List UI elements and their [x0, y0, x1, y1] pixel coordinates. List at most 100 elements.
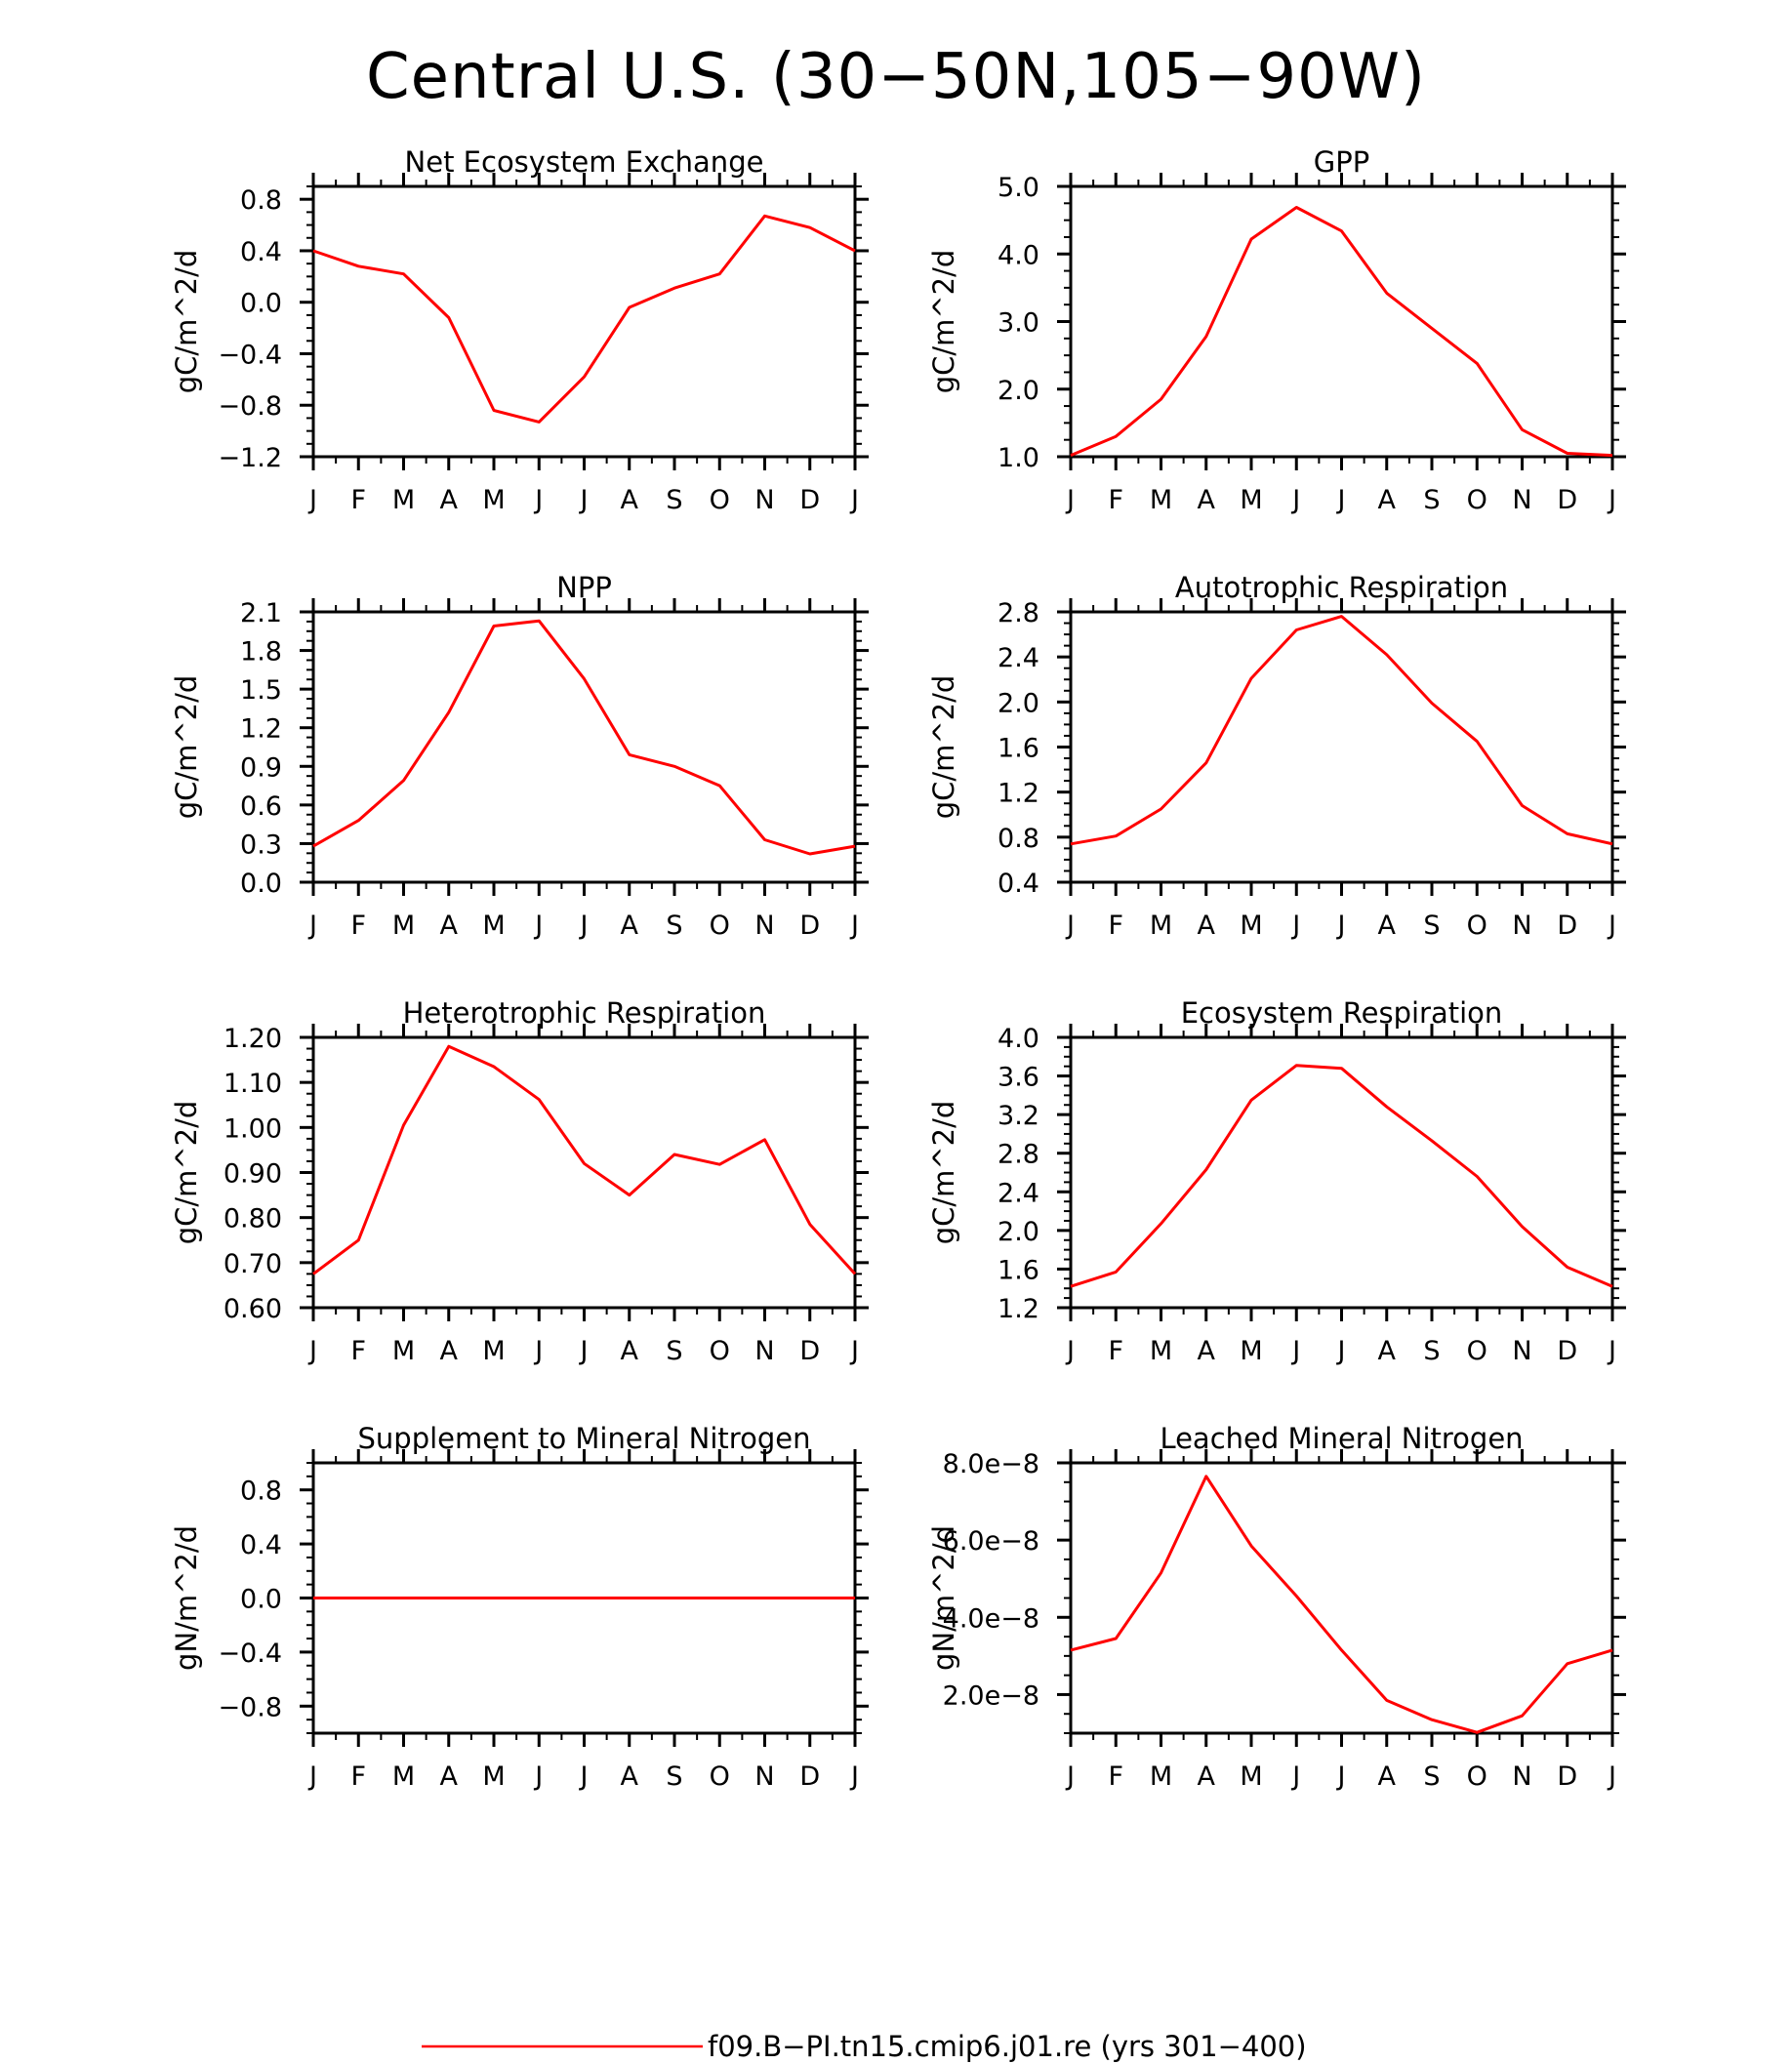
x-tick-label: D [1557, 1336, 1577, 1366]
y-tick-label: 1.2 [998, 1294, 1039, 1324]
x-tick-label: A [1378, 485, 1397, 515]
x-tick-label: M [392, 485, 415, 515]
y-tick-label: 3.6 [998, 1063, 1039, 1093]
x-tick-label: A [1198, 1336, 1216, 1366]
y-axis-label: gC/m^2/d [170, 1101, 203, 1245]
plot-frame [1069, 1035, 1614, 1310]
x-tick-label: F [350, 485, 366, 515]
x-tick-label: F [1108, 485, 1123, 515]
x-tick-label: N [754, 1336, 774, 1366]
y-tick-label: 8.0e−8 [943, 1449, 1039, 1479]
x-tick-label: M [1240, 911, 1262, 941]
y-tick-label: 0.4 [240, 237, 282, 267]
x-tick-label: J [1065, 1336, 1075, 1366]
x-tick-label: F [350, 1761, 366, 1792]
y-tick-label: −0.4 [218, 340, 282, 370]
y-tick-label: 0.6 [240, 791, 282, 822]
y-tick-label: 0.3 [240, 830, 282, 860]
x-tick-label: J [1336, 911, 1346, 941]
x-tick-label: A [621, 1761, 639, 1792]
x-tick-label: A [1198, 911, 1216, 941]
x-tick-label: M [1150, 1336, 1172, 1366]
main-title: Central U.S. (30−50N,105−90W) [366, 41, 1426, 113]
x-tick-label: D [799, 1761, 820, 1792]
x-tick-label: J [1336, 1761, 1346, 1792]
x-tick-label: S [666, 911, 682, 941]
x-tick-label: M [1150, 1761, 1172, 1792]
plot-frame [1069, 1461, 1614, 1735]
x-tick-label: A [440, 911, 459, 941]
y-axis-label: gC/m^2/d [927, 675, 960, 820]
x-tick-label: J [307, 1336, 317, 1366]
x-tick-label: S [666, 1761, 682, 1792]
y-tick-label: 2.4 [998, 643, 1039, 673]
chart-panel: Ecosystem RespirationgC/m^2/d1.21.62.02.… [927, 996, 1626, 1366]
x-tick-label: F [1108, 911, 1123, 941]
x-tick-label: J [533, 1761, 543, 1792]
x-tick-label: J [579, 485, 589, 515]
x-tick-label: M [482, 1336, 505, 1366]
x-tick-label: O [1467, 1336, 1487, 1366]
y-tick-label: 1.2 [998, 779, 1039, 809]
x-tick-label: J [1065, 911, 1075, 941]
y-tick-label: 0.8 [240, 185, 282, 216]
x-tick-label: D [1557, 1761, 1577, 1792]
x-tick-label: N [754, 485, 774, 515]
y-tick-label: 1.8 [240, 637, 282, 668]
x-tick-label: S [666, 485, 682, 515]
x-tick-label: J [849, 911, 859, 941]
plot-frame [1069, 184, 1614, 459]
x-tick-label: D [799, 911, 820, 941]
x-tick-label: J [1336, 1336, 1346, 1366]
x-tick-label: N [1512, 911, 1531, 941]
y-tick-label: 0.60 [224, 1294, 282, 1324]
y-tick-label: 3.0 [998, 308, 1039, 339]
chart-panel: Heterotrophic RespirationgC/m^2/d0.600.7… [170, 996, 869, 1366]
x-tick-label: J [533, 911, 543, 941]
x-tick-label: D [799, 1336, 820, 1366]
series-line [1070, 206, 1613, 458]
x-tick-label: F [350, 911, 366, 941]
y-tick-label: 2.8 [998, 598, 1039, 628]
y-tick-label: 0.8 [240, 1477, 282, 1507]
y-tick-label: 1.00 [224, 1113, 282, 1144]
x-tick-label: J [307, 1761, 317, 1792]
x-tick-label: A [1378, 1336, 1397, 1366]
y-tick-label: 1.0 [998, 443, 1039, 473]
x-tick-label: M [1240, 485, 1262, 515]
x-tick-label: F [350, 1336, 366, 1366]
chart-panel: Autotrophic RespirationgC/m^2/d0.40.81.2… [927, 571, 1626, 941]
x-tick-label: S [1423, 485, 1440, 515]
x-tick-label: M [482, 1761, 505, 1792]
y-tick-label: 1.5 [240, 675, 282, 706]
x-tick-label: A [1378, 1761, 1397, 1792]
x-tick-label: J [849, 485, 859, 515]
x-tick-label: J [579, 911, 589, 941]
x-tick-label: M [1240, 1761, 1262, 1792]
y-axis-label: gC/m^2/d [927, 1101, 960, 1245]
y-tick-label: 2.1 [240, 598, 282, 628]
chart-panel: Net Ecosystem ExchangegC/m^2/d−1.2−0.8−0… [170, 145, 869, 515]
y-tick-label: 3.2 [998, 1101, 1039, 1131]
chart-panel: Supplement to Mineral NitrogengN/m^2/d−0… [170, 1422, 869, 1792]
x-tick-label: M [392, 911, 415, 941]
x-tick-label: O [1467, 485, 1487, 515]
y-axis-label: gC/m^2/d [927, 250, 960, 394]
y-tick-label: 0.0 [240, 1585, 282, 1615]
y-tick-label: 2.0e−8 [943, 1680, 1039, 1711]
x-tick-label: O [710, 911, 730, 941]
y-tick-label: 0.9 [240, 752, 282, 783]
x-tick-label: J [1607, 485, 1616, 515]
x-tick-label: J [579, 1336, 589, 1366]
x-tick-label: J [1290, 485, 1300, 515]
x-tick-label: J [1065, 1761, 1075, 1792]
y-tick-label: 0.4 [240, 1530, 282, 1560]
x-tick-label: J [1290, 1761, 1300, 1792]
x-tick-label: M [482, 485, 505, 515]
y-tick-label: 0.90 [224, 1159, 282, 1190]
x-tick-label: M [482, 911, 505, 941]
x-tick-label: N [1512, 485, 1531, 515]
x-tick-label: A [621, 911, 639, 941]
